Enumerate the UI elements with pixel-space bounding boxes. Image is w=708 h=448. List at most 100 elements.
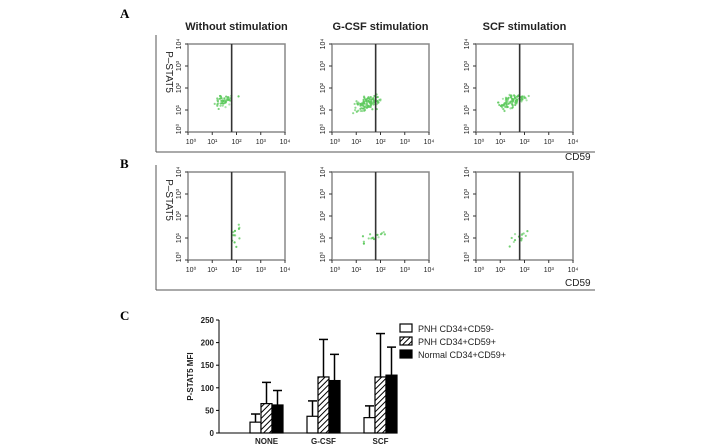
data-point: [515, 98, 519, 101]
data-point: [219, 104, 222, 107]
data-point: [223, 101, 226, 105]
x-tick-label: 10⁰: [186, 266, 197, 274]
y-tick-label: 10⁰: [463, 252, 471, 263]
data-point: [355, 100, 358, 103]
data-point: [513, 238, 517, 242]
y-tick-label: 10⁰: [175, 124, 183, 135]
data-point: [520, 237, 523, 240]
data-point: [359, 109, 362, 113]
data-point: [368, 102, 372, 105]
data-point: [352, 112, 355, 115]
data-point: [509, 94, 512, 97]
bar: [317, 376, 330, 434]
data-point: [497, 101, 500, 104]
data-point: [362, 102, 365, 105]
data-point: [500, 104, 504, 107]
data-point: [379, 98, 382, 101]
x-tick-label: 10¹: [495, 267, 506, 274]
data-point: [521, 232, 524, 236]
data-point: [376, 95, 379, 99]
data-point: [217, 107, 220, 111]
data-point: [376, 233, 379, 236]
data-point: [219, 95, 223, 98]
y-tick-label: 10⁰: [319, 252, 327, 263]
x-tick-label: 10²: [231, 139, 242, 146]
data-point: [367, 237, 370, 240]
data-point: [223, 97, 226, 100]
flow-plot-frame: [331, 43, 430, 133]
data-point: [368, 97, 371, 101]
x-tick-label: 10¹: [351, 139, 362, 146]
x-tick-label: 10⁰: [474, 266, 485, 274]
y-tick-label: 10²: [176, 210, 183, 221]
x-tick-label: 10³: [400, 139, 411, 146]
data-point: [505, 100, 508, 103]
x-tick-label: 10²: [231, 267, 242, 274]
data-point: [382, 231, 385, 234]
x-tick-label: 10³: [544, 267, 555, 274]
data-point: [356, 103, 359, 106]
y-tick-label: 10³: [320, 188, 327, 199]
data-point: [510, 236, 513, 240]
data-point: [237, 227, 241, 230]
data-point: [520, 239, 523, 242]
y-tick-label: 10¹: [464, 104, 471, 115]
data-point: [514, 101, 517, 104]
data-point: [502, 107, 505, 111]
y-tick-label: 10²: [464, 82, 471, 93]
data-point: [371, 108, 374, 111]
bar: [271, 404, 284, 434]
data-point: [368, 233, 372, 236]
y-tick-label: 10¹: [176, 232, 183, 243]
data-point: [508, 245, 511, 248]
x-tick-label: 10¹: [495, 139, 506, 146]
data-point: [524, 234, 527, 237]
data-point: [233, 241, 236, 244]
data-point: [357, 109, 360, 112]
bar: [249, 421, 262, 434]
legend-swatch: [399, 349, 413, 359]
data-point: [224, 106, 227, 109]
legend-swatch: [399, 336, 413, 346]
y-tick-label: 10³: [176, 60, 183, 71]
x-tick-label: 10³: [544, 139, 555, 146]
y-tick-label: 10¹: [320, 104, 327, 115]
data-point: [365, 101, 369, 105]
y-tick-label: 10⁰: [175, 252, 183, 263]
legend-swatch: [399, 323, 413, 333]
panel-label-c: C: [120, 308, 129, 323]
data-point: [379, 233, 383, 236]
x-tick-label: 10⁴: [424, 267, 435, 274]
panel-label-a: A: [120, 6, 130, 21]
data-point: [228, 103, 231, 106]
x-tick-label: 10²: [519, 267, 530, 274]
x-tick-label: 10¹: [351, 267, 362, 274]
y-tick-label: 100: [201, 384, 215, 393]
data-point: [359, 103, 362, 106]
x-tick-label: 10²: [375, 139, 386, 146]
y-tick-label: 10²: [320, 210, 327, 221]
data-point: [501, 97, 505, 100]
x-tick-label: SCF: [373, 437, 389, 446]
x-tick-label: 10⁴: [280, 267, 291, 274]
y-tick-label: 10²: [176, 82, 183, 93]
x-tick-label: NONE: [255, 437, 279, 446]
data-point: [220, 102, 224, 105]
data-point: [218, 97, 222, 100]
data-point: [221, 104, 224, 107]
data-point: [512, 94, 516, 97]
data-point: [234, 234, 237, 237]
data-point: [510, 102, 513, 106]
y-axis-label: P-STAT5 MFI: [186, 352, 195, 400]
x-tick-label: 10⁰: [330, 138, 341, 146]
x-axis-label: CD59: [565, 278, 591, 289]
flow-title: G-CSF stimulation: [333, 21, 429, 33]
data-point: [216, 104, 219, 107]
data-point: [237, 95, 240, 98]
data-point: [520, 100, 523, 103]
data-point: [512, 240, 515, 244]
data-point: [363, 109, 366, 112]
data-point: [521, 95, 524, 98]
data-point: [505, 103, 508, 106]
